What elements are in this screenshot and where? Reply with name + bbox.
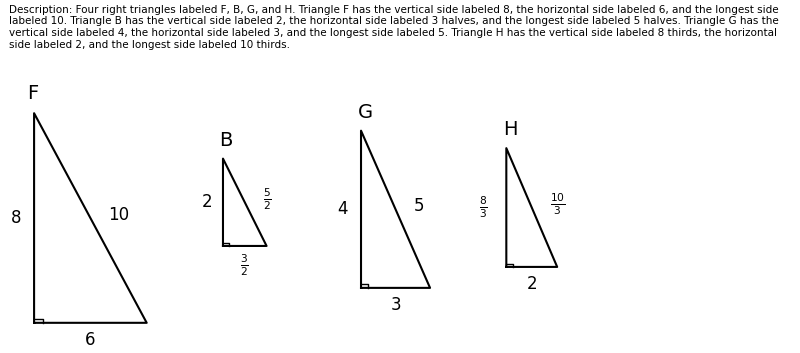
Text: 2: 2 bbox=[526, 275, 537, 293]
Text: 3: 3 bbox=[390, 297, 401, 314]
Text: 5: 5 bbox=[414, 197, 424, 215]
Text: 2: 2 bbox=[202, 193, 212, 211]
Text: 6: 6 bbox=[85, 331, 96, 349]
Text: $\frac{3}{2}$: $\frac{3}{2}$ bbox=[240, 252, 249, 278]
Text: 10: 10 bbox=[109, 205, 130, 223]
Text: H: H bbox=[502, 120, 517, 139]
Text: 4: 4 bbox=[338, 200, 348, 218]
Text: 8: 8 bbox=[10, 209, 21, 227]
Text: G: G bbox=[358, 103, 373, 122]
Text: Description: Four right triangles labeled F, B, G, and H. Triangle F has the ver: Description: Four right triangles labele… bbox=[9, 5, 778, 50]
Text: $\frac{10}{3}$: $\frac{10}{3}$ bbox=[550, 191, 566, 217]
Text: B: B bbox=[219, 131, 233, 150]
Text: $\frac{8}{3}$: $\frac{8}{3}$ bbox=[478, 195, 487, 220]
Text: $\frac{5}{2}$: $\frac{5}{2}$ bbox=[263, 186, 272, 211]
Text: F: F bbox=[27, 84, 38, 103]
